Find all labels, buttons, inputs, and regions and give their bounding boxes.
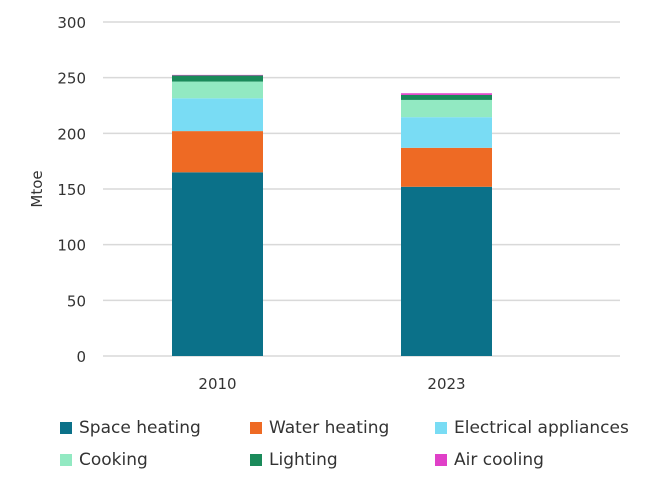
bar-segment-space-heating	[401, 186, 492, 356]
legend-label: Electrical appliances	[454, 418, 629, 438]
bar-segment-space-heating	[172, 172, 263, 356]
legend-swatch	[60, 454, 72, 466]
chart-plot: Mtoe 0 50 100 150 200 250 300 2010 2023	[28, 14, 620, 393]
bar-segment-lighting	[172, 75, 263, 82]
legend-item: Space heating	[60, 418, 250, 438]
legend-item: Lighting	[250, 450, 435, 470]
bar-segment-water-heating	[401, 147, 492, 187]
bar-segment-air-cooling	[172, 74, 263, 76]
x-tick-label: 2023	[427, 375, 465, 393]
legend-swatch	[250, 422, 262, 434]
y-tick-label: 200	[57, 125, 86, 143]
legend-label: Cooking	[79, 450, 148, 470]
legend-label: Space heating	[79, 418, 201, 438]
legend-swatch	[60, 422, 72, 434]
bar-segment-air-cooling	[401, 93, 492, 95]
y-axis-label: Mtoe	[28, 170, 46, 207]
legend-label: Air cooling	[454, 450, 544, 470]
legend-swatch	[435, 422, 447, 434]
legend-label: Lighting	[269, 450, 338, 470]
bar-segment-lighting	[401, 94, 492, 100]
legend-label: Water heating	[269, 418, 390, 438]
bar-segment-electrical-appliances	[172, 98, 263, 132]
legend-item: Cooking	[60, 450, 250, 470]
y-tick-label: 50	[67, 292, 86, 310]
y-tick-label: 250	[57, 70, 86, 88]
legend-item: Electrical appliances	[435, 418, 640, 438]
bar-segment-electrical-appliances	[401, 117, 492, 148]
legend-item: Air cooling	[435, 450, 640, 470]
y-tick-label: 150	[57, 181, 86, 199]
legend-swatch	[435, 454, 447, 466]
legend-swatch	[250, 454, 262, 466]
bar-segment-cooking	[172, 81, 263, 99]
x-tick-label: 2010	[198, 375, 236, 393]
y-tick-label: 0	[76, 348, 86, 366]
y-tick-label: 100	[57, 237, 86, 255]
bar-segment-cooking	[401, 99, 492, 118]
bar-segment-water-heating	[172, 131, 263, 173]
legend-item: Water heating	[250, 418, 435, 438]
y-tick-label: 300	[57, 14, 86, 32]
legend: Space heating Water heating Electrical app…	[60, 418, 640, 470]
